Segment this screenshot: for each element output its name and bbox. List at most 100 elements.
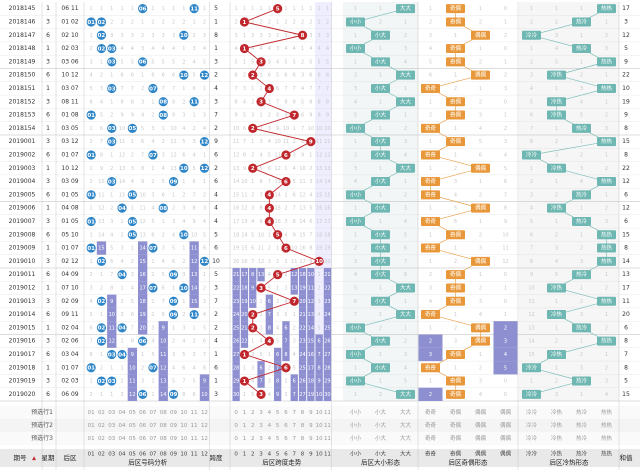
miss-count: 4 <box>151 339 154 345</box>
span-miss-count: 3 <box>251 33 254 39</box>
span-ball-label: 5 <box>276 233 280 239</box>
miss-count: 3 <box>131 33 134 39</box>
miss-count: 3 <box>182 206 185 212</box>
size-mark <box>346 123 365 133</box>
miss-count: 2 <box>172 206 175 212</box>
forecast-parity: 奇偶 <box>450 434 462 442</box>
hotcold-col-label: 冷冷 <box>526 450 538 458</box>
miss-count: 3 <box>120 246 123 252</box>
back-ball <box>168 270 179 280</box>
size-mark-label: 小大 <box>375 137 387 145</box>
hotcold-mark <box>597 336 616 346</box>
hotcold-miss-count: 1 <box>555 179 558 185</box>
size-miss-count: 1 <box>379 219 382 225</box>
span-miss-count: 17 <box>241 272 247 278</box>
back-zone-cell: 01 02 <box>61 18 78 25</box>
hotcold-miss-count: 4 <box>555 259 558 265</box>
span-miss-count: 3 <box>284 285 287 291</box>
span-miss-count: 11 <box>308 285 314 291</box>
forecast-span: 1 <box>243 436 247 442</box>
size-mark-label: 小小 <box>350 323 362 331</box>
span-miss-count: 1 <box>243 6 246 12</box>
forecast-number: 06 <box>139 436 146 442</box>
back-ball <box>168 176 179 187</box>
span-miss-count: 5 <box>259 352 262 358</box>
span-miss-count: 1 <box>251 86 254 92</box>
span-miss-count: 2 <box>276 259 279 265</box>
span-miss-count: 22 <box>299 325 305 331</box>
forecast-size: 大大 <box>400 408 412 416</box>
miss-count: 1 <box>120 285 123 291</box>
back-ball <box>148 283 158 293</box>
parity-miss-count: 10 <box>502 232 508 238</box>
size-mark <box>346 216 365 226</box>
week-cell: 1 <box>46 165 50 172</box>
hotcold-miss-count: 1 <box>530 6 533 12</box>
forecast-number: 10 <box>180 436 187 442</box>
miss-count: 6 <box>151 73 154 79</box>
span-miss-bar <box>323 321 332 335</box>
miss-count: 1 <box>110 73 113 79</box>
miss-bar <box>127 387 137 401</box>
span-miss-bar <box>298 268 307 282</box>
parity-mark <box>421 190 440 200</box>
sum-cell: 12 <box>622 32 630 39</box>
size-mark <box>346 44 365 54</box>
back-ball-label: 07 <box>149 86 157 92</box>
miss-count: 10 <box>201 392 207 398</box>
span-miss-count: 16 <box>324 206 330 212</box>
parity-miss-count: 1 <box>429 259 432 265</box>
hotcold-miss-count: 1 <box>580 139 583 145</box>
back-ball <box>179 283 189 293</box>
miss-count: 20 <box>139 325 145 331</box>
parity-miss-count: 2 <box>479 59 482 65</box>
span-miss-count: 4 <box>243 99 246 105</box>
parity-mark-label: 奇偶 <box>450 350 462 358</box>
span-miss-bar <box>282 347 290 362</box>
span-miss-count: 2 <box>268 365 271 371</box>
hotcold-miss-count: 3 <box>605 379 608 385</box>
span-miss-count: 27 <box>233 352 239 358</box>
hotcold-miss-count: 1 <box>605 152 608 158</box>
span-miss-count: 30 <box>233 392 239 398</box>
span-miss-count: 5 <box>284 312 287 318</box>
hotcold-miss-count: 5 <box>530 219 533 225</box>
back-ball <box>179 70 189 80</box>
week-cell: 6 <box>46 32 50 39</box>
hotcold-miss-count: 1 <box>580 206 583 212</box>
hotcold-mark-label: 热热 <box>601 337 613 345</box>
span-miss-count: 8 <box>235 99 238 105</box>
parity-miss-count: 6 <box>504 179 507 185</box>
miss-count: 9 <box>110 299 113 305</box>
span-col-label: 8 <box>301 452 305 458</box>
span-cell: 3 <box>214 391 218 398</box>
forecast-number: 06 <box>139 423 146 429</box>
span-ball-label: 3 <box>259 100 263 106</box>
size-miss-count: 1 <box>354 6 357 12</box>
size-mark-label: 小大 <box>375 257 387 265</box>
hotcold-col-label: 冷热 <box>551 450 563 458</box>
size-mark <box>371 83 390 93</box>
back-ball <box>96 323 107 333</box>
size-miss-count: 2 <box>379 325 382 331</box>
back-ball <box>96 17 107 27</box>
span-miss-bar <box>265 307 273 322</box>
back-zone-cell: 01 07 <box>61 364 78 371</box>
miss-count: 5 <box>151 219 154 225</box>
forecast-row-bg <box>0 406 640 419</box>
span-miss-count: 3 <box>243 86 246 92</box>
span-miss-count: 5 <box>235 59 238 65</box>
parity-mark <box>446 4 465 14</box>
parity-miss-count: 1 <box>429 99 432 105</box>
hotcold-miss-count: 2 <box>580 73 583 79</box>
miss-count: 10 <box>191 232 197 238</box>
miss-count: 2 <box>120 232 123 238</box>
span-miss-count: 2 <box>259 126 262 132</box>
miss-count: 5 <box>203 325 206 331</box>
size-mark-label: 小大 <box>375 177 387 185</box>
hotcold-miss-count: 4 <box>530 206 533 212</box>
hotcold-miss-count: 1 <box>605 73 608 79</box>
span-miss-bar <box>307 307 315 322</box>
miss-bar <box>189 294 199 308</box>
miss-count: 16 <box>139 272 145 278</box>
